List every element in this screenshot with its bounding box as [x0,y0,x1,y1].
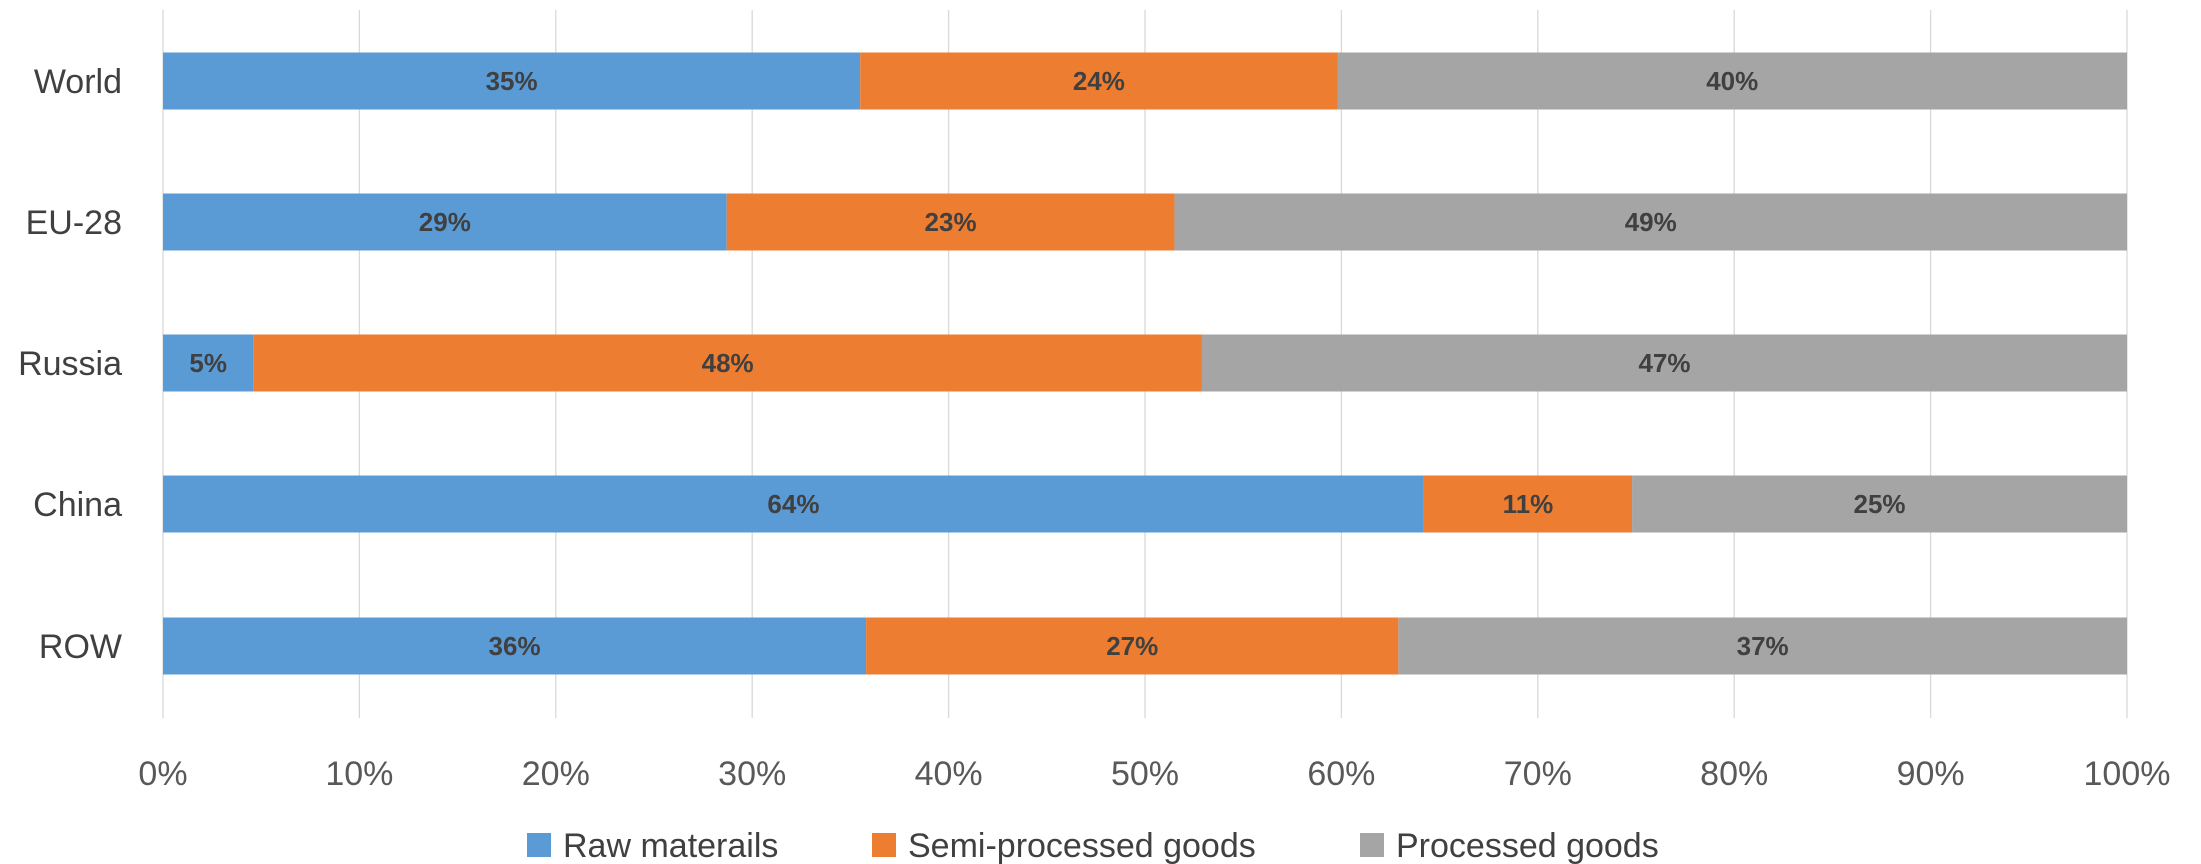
legend-swatch [1360,833,1384,857]
x-tick-label: 100% [2084,755,2171,793]
x-tick-label: 60% [1307,755,1375,793]
data-label: 11% [1503,489,1554,519]
x-tick-label: 40% [915,755,983,793]
category-axis: World EU-28 Russia China ROW [18,63,122,666]
bar-segment [163,617,867,675]
category-label: World [34,63,122,101]
x-tick-label: 70% [1504,755,1572,793]
legend-swatch [872,833,896,857]
category-label: China [33,486,122,524]
data-label: 25% [1854,489,1906,519]
bar-segment [163,193,727,251]
data-label: 37% [1737,631,1789,661]
data-label: 47% [1638,348,1690,378]
value-axis: 0% 10% 20% 30% 40% 50% 60% 70% 80% 90% 100% [138,755,2170,793]
data-label: 35% [486,66,538,96]
data-label: 24% [1073,66,1125,96]
bars: 35% 24% 40% 29% 23% 49% 5% 48% 47% 64% 11% 25% 36% 27… [163,52,2127,675]
legend: Raw materails Semi-processed goods Process… [527,827,1659,864]
legend-swatch [527,833,551,857]
x-tick-label: 80% [1700,755,1768,793]
bar-segment [1632,475,2127,533]
data-label: 36% [489,631,541,661]
bar-segment [163,475,1424,533]
category-label: ROW [39,628,122,666]
bar-segment [1337,52,2127,110]
data-label: 5% [189,348,227,378]
bar-segment [1398,617,2127,675]
data-label: 48% [702,348,754,378]
legend-label: Processed goods [1396,827,1659,864]
x-tick-label: 50% [1111,755,1179,793]
x-tick-label: 90% [1897,755,1965,793]
data-label: 23% [925,207,977,237]
x-tick-label: 10% [325,755,393,793]
bar-segment [163,334,254,392]
bar-segment [1423,475,1633,533]
data-label: 29% [419,207,471,237]
category-label: EU-28 [26,204,122,242]
bar-segment [866,617,1399,675]
data-label: 49% [1625,207,1677,237]
x-tick-label: 30% [718,755,786,793]
data-label: 27% [1106,631,1158,661]
legend-label: Semi-processed goods [908,827,1256,864]
x-tick-label: 20% [522,755,590,793]
bar-segment [253,334,1202,392]
bar-segment [860,52,1338,110]
bar-segment [163,52,861,110]
legend-label: Raw materails [563,827,778,864]
data-label: 64% [767,489,819,519]
data-label: 40% [1706,66,1758,96]
x-tick-label: 0% [138,755,187,793]
bar-segment [1201,334,2127,392]
bar-segment [726,193,1175,251]
bar-segment [1174,193,2127,251]
category-label: Russia [18,345,122,383]
